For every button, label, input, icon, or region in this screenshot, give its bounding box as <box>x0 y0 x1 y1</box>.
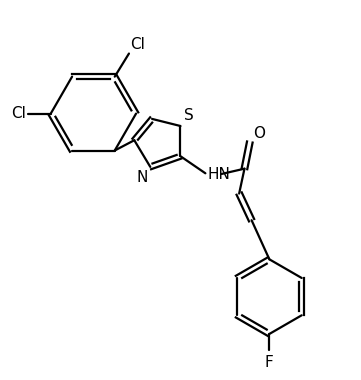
Text: S: S <box>184 108 194 123</box>
Text: Cl: Cl <box>130 37 144 52</box>
Text: HN: HN <box>207 166 230 182</box>
Text: O: O <box>253 126 265 141</box>
Text: Cl: Cl <box>11 106 26 121</box>
Text: N: N <box>136 170 147 185</box>
Text: F: F <box>265 355 274 370</box>
